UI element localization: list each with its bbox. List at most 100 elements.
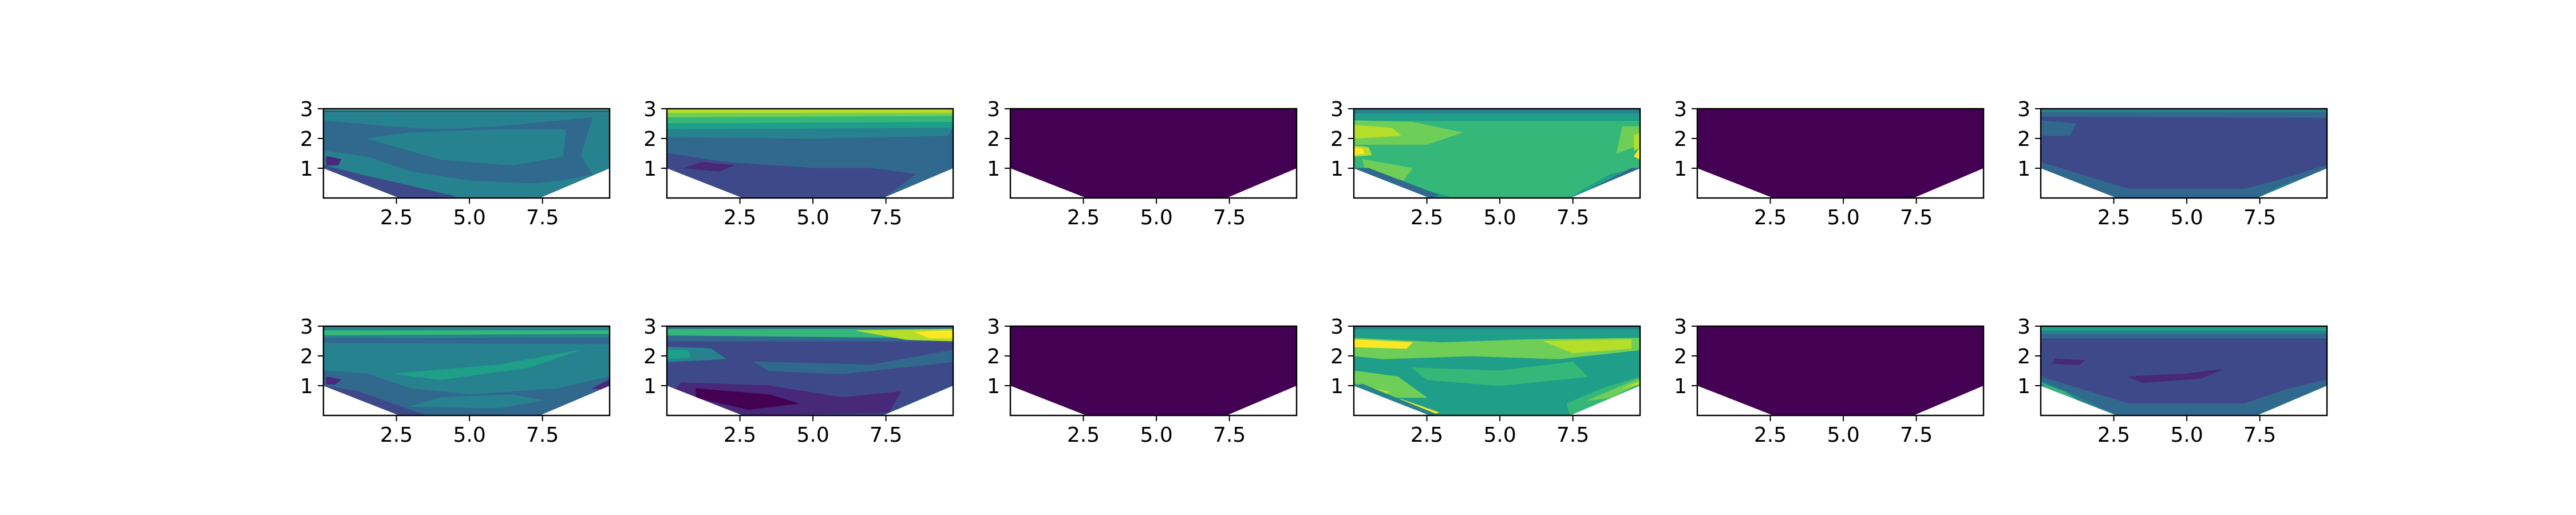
x-tick-label: 5.0 (796, 423, 829, 447)
y-tick-label: 1 (1674, 157, 1687, 181)
x-tick-label: 5.0 (2170, 423, 2203, 447)
x-tick-label: 7.5 (1556, 206, 1589, 229)
x-tick-label: 5.0 (1140, 423, 1172, 447)
contour-region-3 (667, 113, 953, 118)
contour-fills (1697, 109, 1984, 198)
axes-frame (2040, 325, 2328, 417)
contour-region-5 (1543, 339, 1632, 354)
contour-region-10 (592, 379, 610, 389)
subplot-r2-c4: 2.5 5.0 7.5 1 2 3 (1330, 315, 1641, 447)
x-tick-label: 2.5 (1411, 423, 1443, 447)
x-tick-label: 5.0 (1483, 423, 1516, 447)
subplot-r1-c4: 2.5 5.0 7.5 1 2 3 (1330, 98, 1641, 229)
x-tick-label: 2.5 (1754, 206, 1787, 229)
contour-fills (1354, 109, 1640, 198)
x-tick-label: 7.5 (1213, 423, 1246, 447)
y-tick-label: 3 (987, 315, 1000, 339)
contour-region-2 (1354, 326, 1640, 330)
y-tick-label: 2 (1674, 345, 1687, 369)
x-tick-label: 2.5 (380, 206, 413, 229)
x-tick-label: 7.5 (2243, 423, 2276, 447)
y-tick-label: 2 (1330, 128, 1344, 151)
contour-region-5 (667, 121, 953, 130)
subplot-r1-c3: 2.5 5.0 7.5 1 2 3 (987, 98, 1298, 229)
axes-frame (322, 108, 611, 199)
axes-frame (1009, 325, 1298, 417)
y-tick-label: 1 (2017, 157, 2030, 181)
x-tick-label: 2.5 (1754, 423, 1787, 447)
y-tick-label: 3 (1330, 98, 1344, 121)
contour-region-4 (2041, 326, 2327, 331)
contour-region-5 (1354, 125, 1401, 139)
y-tick-label: 3 (2017, 98, 2030, 121)
x-tick-label: 5.0 (2170, 206, 2203, 229)
y-tick-label: 3 (300, 315, 313, 339)
y-tick-label: 1 (643, 375, 657, 398)
axes-frame (666, 108, 954, 199)
contour-region-6 (2257, 168, 2327, 198)
x-tick-label: 2.5 (2097, 206, 2130, 229)
x-tick-label: 2.5 (724, 423, 756, 447)
contour-fills (2041, 326, 2327, 415)
subplot-r1-c1: 2.5 5.0 7.5 1 2 3 (300, 98, 611, 229)
contour-fills (1354, 326, 1640, 415)
contour-region-2 (667, 109, 953, 114)
contour-region-6 (667, 128, 953, 139)
contour-region-4 (393, 350, 581, 381)
contour-region-6 (410, 394, 543, 409)
x-tick-label: 2.5 (380, 423, 413, 447)
axes-frame (1009, 108, 1298, 199)
contour-region-4 (2041, 120, 2076, 136)
y-tick-label: 2 (987, 345, 1000, 369)
contour-fills (323, 326, 610, 415)
y-tick-label: 3 (987, 98, 1000, 121)
subplot-r2-c2: 2.5 5.0 7.5 1 2 3 (643, 315, 954, 447)
y-tick-label: 1 (1330, 375, 1344, 398)
contour-region-1 (2041, 326, 2327, 415)
contour-region-10 (696, 388, 799, 410)
subplot-r2-c3: 2.5 5.0 7.5 1 2 3 (987, 315, 1298, 447)
x-tick-label: 7.5 (1213, 206, 1246, 229)
contour-region-5 (915, 330, 953, 339)
contour-region-9 (2041, 382, 2076, 399)
subplot-r1-c5: 2.5 5.0 7.5 1 2 3 (1674, 98, 1985, 229)
contour-region-1 (1010, 109, 1297, 198)
contour-region-7 (2041, 376, 2327, 415)
y-tick-label: 2 (300, 345, 313, 369)
contour-region-10 (1634, 132, 1640, 151)
contour-region-6 (1411, 361, 1589, 386)
axes-frame (1353, 108, 1641, 199)
contour-region-12 (1622, 381, 1640, 389)
contour-region-5 (2052, 358, 2085, 366)
contour-region-9 (326, 156, 342, 166)
contour-region-11 (1587, 378, 1640, 401)
y-tick-label: 2 (1330, 345, 1344, 369)
y-tick-label: 2 (643, 128, 657, 151)
y-tick-label: 3 (1330, 315, 1344, 339)
y-tick-label: 2 (987, 128, 1000, 151)
y-tick-label: 1 (1330, 157, 1344, 181)
y-tick-label: 3 (2017, 315, 2030, 339)
x-tick-label: 2.5 (724, 206, 756, 229)
x-tick-label: 7.5 (870, 206, 902, 229)
y-tick-label: 3 (1674, 315, 1687, 339)
x-tick-label: 7.5 (1556, 423, 1589, 447)
subplot-r2-c6: 2.5 5.0 7.5 1 2 3 (2017, 315, 2328, 447)
x-tick-label: 2.5 (1067, 206, 1100, 229)
contour-region-3 (1354, 109, 1640, 114)
contour-region-6 (2128, 369, 2222, 383)
contour-region-11 (1634, 146, 1640, 160)
y-tick-label: 1 (300, 375, 313, 398)
x-tick-label: 5.0 (1140, 206, 1172, 229)
y-tick-label: 1 (2017, 375, 2030, 398)
axes-frame (666, 325, 954, 417)
contour-region-4 (667, 116, 953, 124)
x-tick-label: 5.0 (796, 206, 829, 229)
contour-fills (1697, 326, 1984, 415)
subplot-r1-c6: 2.5 5.0 7.5 1 2 3 (2017, 98, 2328, 229)
contour-region-1 (1697, 109, 1984, 198)
axes-frame (1696, 325, 1985, 417)
contour-fills (667, 326, 953, 415)
contour-region-3 (323, 338, 610, 344)
y-tick-label: 1 (300, 157, 313, 181)
